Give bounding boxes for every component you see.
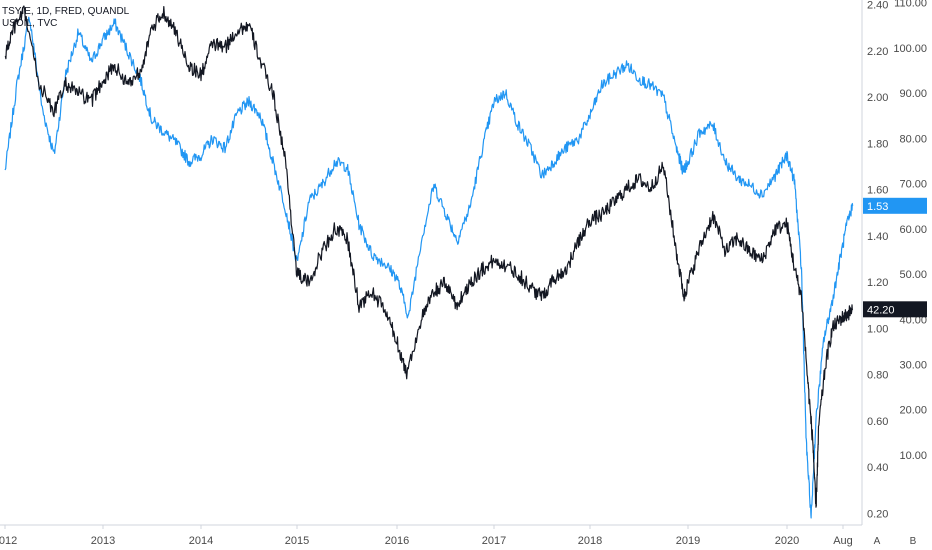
scale-auto-button[interactable]: A [868,533,886,547]
last-value-badge-usoil [863,301,927,318]
right-scale-tick-label: 110.00 [894,0,927,10]
time-axis-label: 2014 [189,535,213,547]
right-scale-tick-label: 90.00 [899,88,927,100]
last-value-labels: 1.53 42.20 [863,197,927,318]
scale-b-button[interactable]: B [904,533,922,547]
time-axis-label: 2019 [676,535,700,547]
time-axis-label: 2020 [775,535,799,547]
right-scale-tick-label: 20.00 [899,405,927,417]
left-scale-tick-label: 0.60 [867,416,888,428]
scale-b-label[interactable]: B [910,536,917,547]
left-scale-tick-label: 0.20 [867,508,888,520]
time-axis[interactable]: 2012 2013 2014 2015 2016 2017 2018 2019 2020 Aug [0,525,853,547]
time-axis-label: 2013 [91,535,115,547]
left-scale-tick-label: 1.20 [867,277,888,289]
chart-legend: TSYIE, 1D, FRED, QUANDL USOIL, TVC [2,6,130,29]
time-axis-label: 2017 [482,535,506,547]
series-layer [4,5,854,519]
right-scale-tick-label: 80.00 [899,133,927,145]
last-value-text-usoil: 42.20 [867,304,895,316]
time-axis-label: 2016 [385,535,409,547]
left-scale-tick-label: 1.00 [867,323,888,335]
right-scale-tick-label: 30.00 [899,360,927,372]
scale-auto-button-bg[interactable] [868,533,886,547]
right-scale-tick-label: 100.00 [893,43,927,55]
right-scale-tick-label: 60.00 [899,224,927,236]
right-scale-tick-label: 50.00 [899,269,927,281]
scale-auto-label[interactable]: A [874,536,881,547]
left-scale-tick-label: 0.40 [867,462,888,474]
left-scale-tick-label: 0.80 [867,370,888,382]
left-scale-tick-label: 2.00 [867,92,888,104]
time-axis-label: 2012 [0,535,17,547]
legend-line-1: TSYIE, 1D, FRED, QUANDL [2,6,130,17]
legend-line-2: USOIL, TVC [2,18,57,29]
left-scale-axis[interactable]: 2.40 2.20 2.00 1.80 1.60 1.40 1.20 1.00 0.80 0.60… [867,0,888,520]
left-scale-tick-label: 2.20 [867,46,888,58]
right-scale-tick-label: 70.00 [899,179,927,191]
left-scale-tick-label: 2.40 [867,0,888,12]
right-scale-tick-label: 10.00 [899,450,927,462]
left-scale-tick-label: 1.60 [867,185,888,197]
time-axis-label: 2018 [578,535,602,547]
left-scale-tick-label: 1.80 [867,138,888,150]
last-value-text-tsyie: 1.53 [867,201,888,213]
series-line-usoil [4,5,854,508]
scale-b-button-bg[interactable] [904,533,922,547]
series-line-tsyie [4,16,854,519]
last-value-badge-tsyie [863,197,927,214]
time-axis-label: Aug [833,535,853,547]
left-scale-tick-label: 1.40 [867,231,888,243]
time-axis-label: 2015 [285,535,309,547]
